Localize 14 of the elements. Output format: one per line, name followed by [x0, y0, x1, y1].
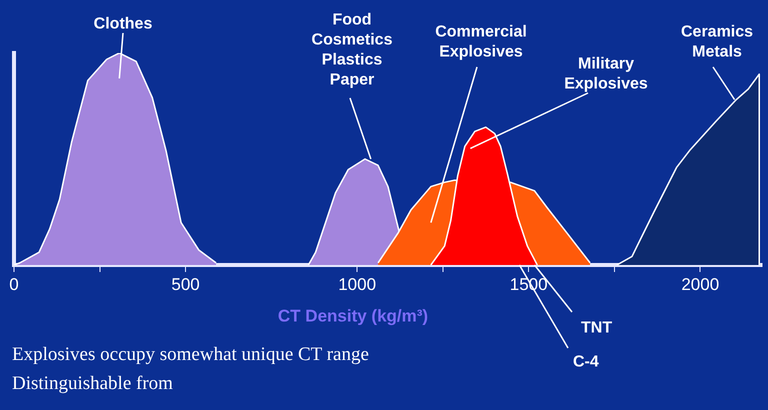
annotation: TNT: [581, 319, 612, 336]
text: Military Explosives: [564, 55, 648, 92]
text: Explosives occupy somewhat unique CT range: [12, 344, 369, 365]
annotation: C-4: [573, 353, 599, 370]
series-label: Clothes: [94, 15, 152, 32]
x-tick-label: 1000: [338, 274, 376, 294]
x-axis-title: CT Density (kg/m³): [278, 306, 428, 326]
x-tick-label: 500: [171, 274, 200, 294]
text: Distinguishable from: [12, 372, 174, 394]
text: Commercial Explosives: [435, 23, 527, 60]
x-tick-label: 0: [9, 274, 19, 294]
text: Food Cosmetics Plastics Paper: [312, 11, 393, 88]
x-tick-label: 2000: [681, 274, 720, 294]
series-label: Ceramics Metals: [680, 23, 754, 60]
